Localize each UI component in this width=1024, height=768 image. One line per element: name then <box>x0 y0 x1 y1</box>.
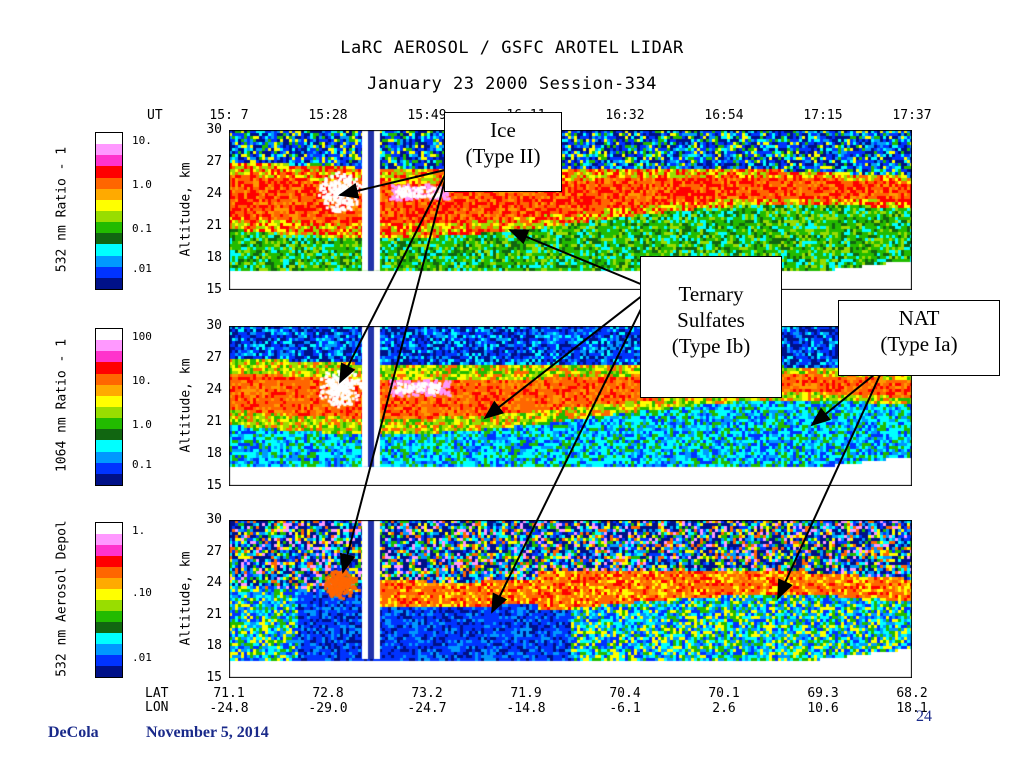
lat-label: LAT <box>145 686 169 701</box>
y-tick-label: 15 <box>206 478 222 493</box>
arrow-nat-2 <box>777 374 881 600</box>
arrow-ternary-2 <box>483 294 644 420</box>
y-tick-label: 18 <box>206 446 222 461</box>
lon-tick-label: -29.0 <box>308 701 348 716</box>
callout-nat: NAT (Type Ia) <box>838 300 1000 376</box>
heatmap-532-depol <box>229 520 912 678</box>
arrow-ice-2 <box>339 174 446 384</box>
latlon-tick: 71.9 -14.8 <box>496 686 556 716</box>
lat-tick-label: 73.2 <box>411 686 443 701</box>
lon-label: LON <box>145 700 169 715</box>
y-tick-label: 24 <box>206 186 222 201</box>
panel-532-depol <box>229 520 912 678</box>
chart-subtitle: January 23 2000 Session-334 <box>367 74 657 94</box>
y-tick-label: 18 <box>206 638 222 654</box>
colorbar-tick-label: 0.1 <box>132 458 152 472</box>
latlon-tick: 71.1 -24.8 <box>199 686 259 716</box>
heatmap-532-ratio <box>229 130 912 290</box>
callout-ice-line2: (Type II) <box>465 144 541 168</box>
y-tick-label: 27 <box>206 543 222 559</box>
lon-tick-label: 18.1 <box>896 701 928 716</box>
lon-tick-label: -14.8 <box>506 701 546 716</box>
colorbar-tick-label: 1.0 <box>132 417 152 431</box>
lat-tick-label: 70.1 <box>708 686 740 701</box>
y-tick-label: 21 <box>206 414 222 429</box>
chart-title: LaRC AEROSOL / GSFC AROTEL LIDAR <box>340 38 684 58</box>
panel-532-ratio <box>229 130 912 290</box>
lon-tick-label: -24.8 <box>209 701 249 716</box>
latlon-tick: 72.8 -29.0 <box>298 686 358 716</box>
callout-ternary-line1: Ternary <box>678 282 744 306</box>
y-tick-label: 15 <box>206 670 222 685</box>
colorbar-tick-label: 0.1 <box>132 221 152 235</box>
lat-tick-label: 69.3 <box>807 686 839 701</box>
ut-tick-label: 17:37 <box>892 108 932 123</box>
footer-author: DeCola <box>48 724 99 741</box>
arrow-ternary-1 <box>508 229 644 286</box>
y-tick-label: 24 <box>206 382 222 397</box>
lat-tick-label: 71.9 <box>510 686 542 701</box>
colorbar-tick-label: 100 <box>132 330 152 344</box>
lon-tick-label: -6.1 <box>609 701 641 716</box>
ut-label: UT <box>147 108 163 123</box>
callout-ternary: Ternary Sulfates (Type Ib) <box>640 256 782 398</box>
latlon-tick: 69.3 10.6 <box>793 686 853 716</box>
slide-number: 24 <box>916 708 932 725</box>
colorbar <box>95 522 123 678</box>
latlon-tick: 70.4 -6.1 <box>595 686 655 716</box>
lat-tick-label: 72.8 <box>312 686 344 701</box>
latlon-tick: 70.1 2.6 <box>694 686 754 716</box>
callout-ice-line1: Ice <box>490 118 516 142</box>
callout-nat-line1: NAT <box>898 306 940 330</box>
arrow-ice-1 <box>338 169 446 199</box>
ut-tick-label: 16:32 <box>605 108 645 123</box>
y-tick-label: 21 <box>206 606 222 622</box>
y-tick-label: 27 <box>206 350 222 365</box>
colorbar-tick-label: .01 <box>132 650 152 664</box>
colorbar-tick-label: 1. <box>132 524 146 538</box>
latlon-tick: 73.2 -24.7 <box>397 686 457 716</box>
arrow-ice-3 <box>339 179 446 574</box>
callout-ternary-line3: (Type Ib) <box>671 334 751 358</box>
callout-ternary-line2: Sulfates <box>677 308 745 332</box>
y-tick-label: 18 <box>206 250 222 265</box>
ut-tick-label: 17:15 <box>803 108 843 123</box>
latlon-tick: 68.2 18.1 <box>882 686 942 716</box>
colorbar <box>95 328 123 486</box>
lon-tick-label: 2.6 <box>712 701 736 716</box>
callout-ice: Ice (Type II) <box>444 112 562 192</box>
colorbar <box>95 132 123 290</box>
colorbar-tick-label: 1.0 <box>132 178 152 192</box>
arrow-ternary-3 <box>491 304 644 614</box>
colorbar-tick-label: .01 <box>132 262 152 276</box>
lon-tick-label: 10.6 <box>807 701 839 716</box>
lat-tick-label: 70.4 <box>609 686 641 701</box>
callout-nat-line2: (Type Ia) <box>880 332 958 356</box>
colorbar-tick-label: 10. <box>132 374 152 388</box>
colorbar-tick-label: 10. <box>132 134 152 148</box>
colorbar-tick-label: .10 <box>132 585 152 599</box>
y-tick-label: 27 <box>206 154 222 169</box>
ut-tick-label: 15:49 <box>407 108 447 123</box>
y-tick-label: 30 <box>206 318 222 333</box>
y-tick-label: 30 <box>206 512 222 527</box>
ut-tick-label: 15: 7 <box>209 108 249 123</box>
y-tick-label: 30 <box>206 122 222 137</box>
lon-tick-label: -24.7 <box>407 701 447 716</box>
ut-tick-label: 15:28 <box>308 108 348 123</box>
y-tick-label: 21 <box>206 218 222 233</box>
lat-tick-label: 68.2 <box>896 686 928 701</box>
arrow-nat-1 <box>810 369 881 427</box>
y-tick-label: 24 <box>206 575 222 591</box>
lat-tick-label: 71.1 <box>213 686 245 701</box>
ut-tick-label: 16:54 <box>704 108 744 123</box>
y-tick-label: 15 <box>206 282 222 297</box>
footer-date: November 5, 2014 <box>146 724 269 741</box>
